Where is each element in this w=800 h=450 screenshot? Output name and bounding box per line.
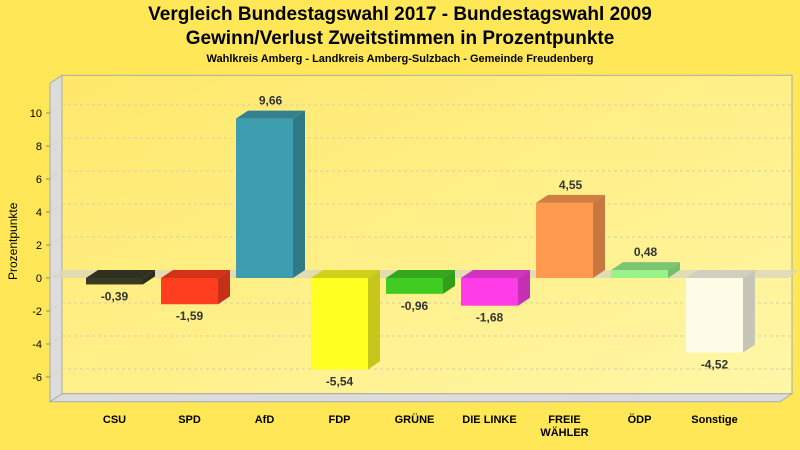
bar [686, 278, 743, 353]
x-tick-label: FDP [329, 414, 351, 426]
y-axis-ticks: -6 -4 -2 0 2 4 6 8 10 [30, 108, 50, 384]
bar [311, 278, 368, 370]
plot-back-wall [61, 74, 793, 395]
y-tick-label: -2 [32, 306, 42, 318]
bar-group: -1,68 [461, 270, 530, 325]
bar-group: -0,96 [386, 270, 455, 313]
bar-top [611, 262, 680, 271]
y-tick-label: 2 [36, 240, 42, 252]
grid-line-diag [49, 170, 63, 180]
x-tick-label-line: SPD [178, 414, 201, 426]
bar-group: 0,48 [611, 245, 680, 278]
bar-top [311, 270, 380, 278]
bar-value-label: -1,68 [476, 311, 504, 325]
bar-top [236, 110, 305, 119]
y-tick-label: 0 [36, 273, 42, 285]
grid-line-diag [49, 302, 63, 312]
bar-side [368, 270, 380, 370]
x-tick-label: ÖDP [628, 413, 652, 426]
x-tick-label: Sonstige [691, 414, 737, 426]
bar-side [293, 110, 305, 278]
x-tick-label-line: Sonstige [691, 414, 737, 426]
x-tick-label: FREIE WÄHLER [540, 414, 588, 439]
x-tick-label: SPD [178, 414, 201, 426]
bar-value-label: -5,54 [326, 374, 354, 388]
bar-group: -4,52 [686, 270, 755, 372]
x-tick-label: AfD [255, 414, 275, 426]
x-tick-label: CSU [103, 414, 126, 426]
chart-title: Vergleich Bundestagswahl 2017 - Bundesta… [148, 4, 652, 25]
bars: -0,39 -1,59 9,66 -5,54 -0,96 -1,68 4,55 0,48 -4,… [86, 94, 755, 388]
grid-line-diag [49, 104, 63, 114]
bar-top [386, 270, 455, 278]
grid-line-diag [49, 236, 63, 246]
bar-top [86, 270, 155, 278]
bar-value-label: -0,39 [101, 289, 129, 303]
x-tick-label-line: ÖDP [628, 413, 652, 426]
bar [236, 118, 293, 278]
y-tick-label: 8 [36, 141, 42, 153]
bar-side [593, 194, 605, 278]
bar-value-label: -4,52 [701, 358, 729, 372]
y-tick-label: 4 [36, 207, 42, 219]
grid-line-diag [49, 368, 63, 378]
x-tick-label-line: GRÜNE [395, 413, 435, 426]
bar-group: -5,54 [311, 270, 380, 388]
bar-value-label: -1,59 [176, 309, 204, 323]
bar [161, 278, 218, 305]
chart-caption: Wahlkreis Amberg - Landkreis Amberg-Sulz… [206, 53, 594, 65]
bar-side [743, 270, 755, 353]
bar-value-label: 0,48 [634, 245, 658, 259]
bar-value-label: 9,66 [259, 94, 283, 108]
x-tick-label-line: WÄHLER [540, 426, 588, 439]
chart-subtitle: Gewinn/Verlust Zweitstimmen in Prozentpu… [185, 28, 615, 49]
grid-line-diag [49, 137, 63, 147]
bar-group: 9,66 [236, 94, 305, 278]
bar [611, 270, 668, 278]
bar-top [161, 270, 230, 278]
bar-top [536, 194, 605, 203]
x-tick-label-line: FDP [329, 414, 351, 426]
y-tick-label: 6 [36, 174, 42, 186]
bar-top [461, 270, 530, 278]
bar-top [686, 270, 755, 278]
bar-side [518, 270, 530, 306]
bar-side [143, 270, 155, 285]
x-axis-labels: CSU SPD AfD FDP GRÜNE DIE LINKE FREIE WÄHLER ÖDP… [103, 413, 738, 439]
x-tick-label: GRÜNE [395, 413, 435, 426]
x-tick-label: DIE LINKE [462, 414, 516, 426]
bar-value-label: 4,55 [559, 178, 583, 192]
grid-line-diag [49, 203, 63, 213]
bar-group: 4,55 [536, 178, 605, 278]
bar [386, 278, 443, 294]
plot-floor [48, 393, 794, 403]
plot-frame [48, 74, 794, 403]
bar-side [668, 262, 680, 278]
bar-side [218, 270, 230, 305]
y-tick-label: -6 [32, 372, 42, 384]
x-tick-label-line: AfD [255, 414, 275, 426]
x-tick-label-line: CSU [103, 414, 126, 426]
x-tick-label-line: DIE LINKE [462, 414, 516, 426]
x-tick-label-line: FREIE [548, 414, 580, 426]
bar-group: -1,59 [161, 270, 230, 323]
bar [536, 202, 593, 278]
bar [461, 278, 518, 306]
bar-group: -0,39 [86, 270, 155, 303]
bar [86, 278, 143, 285]
y-tick-label: 10 [30, 108, 42, 120]
grid-line-diag [49, 335, 63, 345]
y-tick-label: -4 [32, 339, 42, 351]
bar-side [443, 270, 455, 294]
bar-value-label: -0,96 [401, 299, 429, 313]
